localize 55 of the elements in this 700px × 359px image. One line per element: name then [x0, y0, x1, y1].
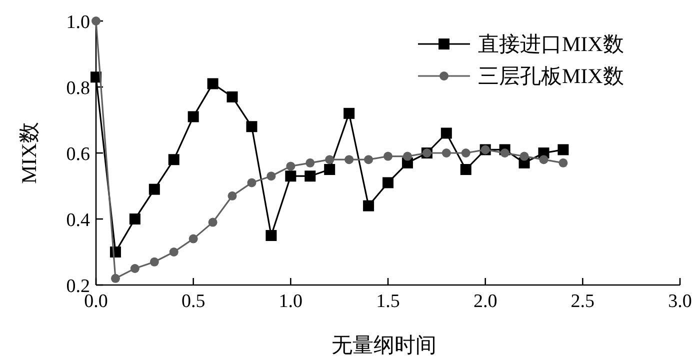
- point: [246, 121, 258, 132]
- point: [460, 164, 472, 175]
- point: [286, 162, 296, 171]
- legend-label: 三层孔板MIX数: [478, 64, 624, 88]
- point: [150, 257, 159, 266]
- legend-label: 直接进口MIX数: [478, 32, 624, 56]
- point: [247, 178, 256, 188]
- point: [325, 155, 334, 164]
- x-tick-label: 3.0: [668, 291, 692, 312]
- point: [344, 155, 354, 164]
- x-axis-title: 无量纲时间: [332, 333, 436, 357]
- y-tick-label: 0.8: [66, 78, 90, 99]
- x-tick-label: 0.5: [181, 291, 206, 312]
- point: [169, 248, 178, 256]
- point: [110, 274, 120, 283]
- point: [500, 148, 510, 158]
- x-tick-label: 2.5: [570, 291, 595, 312]
- point: [382, 177, 394, 188]
- point: [168, 154, 180, 166]
- point: [520, 152, 529, 161]
- point: [306, 158, 315, 168]
- point: [402, 152, 412, 161]
- y-axis-title: MIX数: [17, 122, 41, 184]
- point: [188, 111, 199, 122]
- point: [285, 170, 296, 182]
- point: [208, 218, 218, 227]
- point: [344, 108, 355, 119]
- point: [558, 144, 569, 156]
- point: [228, 191, 237, 200]
- point: [207, 78, 218, 90]
- point: [92, 16, 100, 26]
- point: [130, 264, 140, 273]
- point: [129, 214, 140, 224]
- point: [363, 200, 374, 212]
- point: [364, 155, 374, 164]
- x-tick-label: 1.0: [278, 291, 303, 312]
- x-tick-label: 0.0: [84, 291, 108, 312]
- point: [266, 230, 277, 241]
- x-tick-label: 2.0: [473, 291, 498, 312]
- y-tick-label: 0.4: [66, 210, 90, 231]
- point: [384, 152, 392, 161]
- point: [148, 184, 160, 195]
- x-tick-label: 1.5: [376, 291, 400, 312]
- point: [304, 170, 316, 182]
- y-tick-label: 0.6: [66, 144, 90, 165]
- point: [442, 148, 451, 158]
- point: [266, 172, 276, 181]
- point: [226, 91, 238, 102]
- point: [324, 164, 336, 175]
- point: [188, 234, 198, 244]
- y-tick-label: 1.0: [66, 12, 90, 33]
- point: [558, 158, 568, 168]
- point: [440, 128, 452, 139]
- point: [461, 148, 470, 158]
- point: [539, 155, 548, 164]
